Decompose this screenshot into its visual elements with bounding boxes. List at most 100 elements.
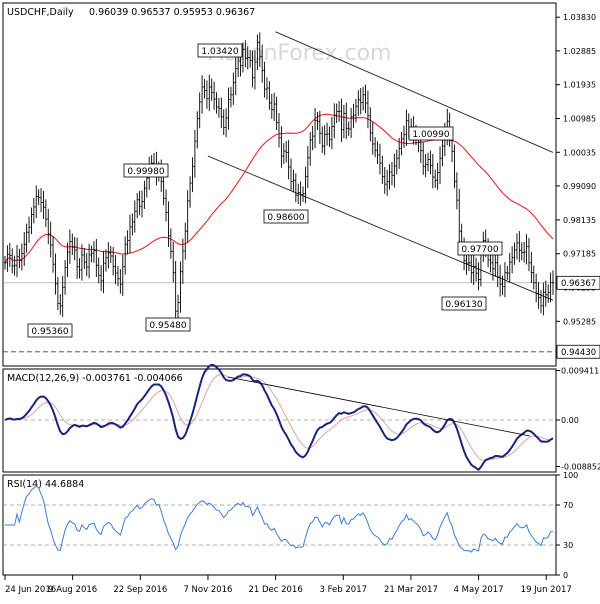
- price-bar: [39, 188, 43, 213]
- price-bar: [359, 88, 362, 115]
- x-tick-label: 4 May 2017: [454, 585, 504, 595]
- price-bar: [23, 231, 26, 266]
- rsi-y-tick-label: 30: [563, 541, 573, 550]
- price-bar: [544, 280, 547, 307]
- price-bar: [32, 197, 36, 224]
- annotation-text: 0.95480: [149, 321, 186, 331]
- price-bar: [330, 116, 334, 150]
- price-bar: [393, 153, 396, 188]
- price-bar: [503, 262, 507, 298]
- price-bar: [354, 98, 358, 123]
- price-bar: [234, 56, 237, 96]
- price-bar: [405, 109, 408, 146]
- price-bar: [27, 216, 31, 243]
- price-bar: [287, 140, 290, 180]
- ohlc-values: 0.96039 0.96537 0.95953 0.96367: [89, 7, 255, 18]
- price-bar: [474, 257, 478, 282]
- price-y-tick-label: 0.95285: [563, 317, 596, 326]
- price-bar: [109, 245, 112, 263]
- price-bar: [210, 78, 213, 101]
- price-bar: [390, 161, 394, 186]
- macd-trend-line: [227, 376, 531, 437]
- rsi-y-tick-label: 100: [563, 471, 578, 480]
- price-bar: [49, 221, 52, 258]
- price-bar: [172, 241, 175, 283]
- price-bar: [80, 244, 84, 281]
- annotation-label: 1.03420: [197, 43, 243, 58]
- price-bar: [434, 169, 437, 188]
- price-bar: [184, 222, 187, 260]
- price-panel: ActionForex.com USDCHF,Daily 0.96039 0.9…: [2, 2, 600, 367]
- price-bar: [270, 93, 273, 119]
- annotation-text: 0.99980: [127, 167, 164, 177]
- price-bar: [453, 144, 456, 189]
- price-bar: [71, 233, 74, 256]
- price-bar: [292, 169, 295, 193]
- price-bar: [385, 169, 389, 196]
- price-bar: [369, 107, 372, 142]
- chart-title: USDCHF,Daily: [7, 7, 74, 18]
- price-bar: [275, 96, 278, 130]
- price-bar: [496, 252, 499, 288]
- price-bar: [167, 201, 170, 247]
- macd-panel: MACD(12,26,9) -0.003761 -0.004066 0.0094…: [2, 363, 600, 473]
- price-bar: [25, 223, 28, 253]
- price-bar: [537, 282, 540, 309]
- annotation-text: 0.96130: [445, 300, 482, 310]
- price-tags: 0.96367 0.94430: [556, 275, 600, 359]
- price-bar: [164, 189, 168, 222]
- current-price-tag: 0.96367: [556, 275, 600, 290]
- rsi-y-axis: 100 70 30 0: [556, 471, 578, 580]
- annotation-text: 0.98600: [267, 213, 304, 223]
- price-bar: [227, 87, 230, 130]
- price-bar: [498, 264, 502, 297]
- annotation-box: [123, 163, 169, 178]
- price-bar: [361, 86, 365, 111]
- price-bar: [323, 125, 326, 156]
- price-bar: [549, 272, 552, 303]
- price-bar: [467, 254, 471, 272]
- price-bar: [241, 42, 245, 73]
- x-tick-label: 7 Nov 2016: [183, 585, 232, 595]
- price-bar: [340, 98, 343, 143]
- price-bar: [200, 75, 204, 114]
- annotation-box: [197, 43, 243, 58]
- price-bar: [364, 84, 367, 114]
- price-bar: [20, 243, 24, 271]
- price-bar: [99, 265, 103, 292]
- price-bar: [162, 174, 165, 206]
- price-bar: [90, 245, 93, 263]
- price-bar: [205, 80, 209, 109]
- price-bar: [491, 251, 495, 281]
- price-bar: [272, 92, 276, 121]
- price-bar: [333, 103, 336, 139]
- price-bar: [539, 290, 543, 314]
- price-bar: [525, 234, 528, 265]
- price-bar: [95, 238, 98, 278]
- price-bar: [400, 132, 403, 156]
- price-bar: [335, 103, 338, 124]
- annotation-text: 0.97700: [461, 245, 498, 255]
- price-bar: [345, 102, 348, 139]
- price-bar: [551, 270, 555, 296]
- rsi-y-tick-label: 0: [563, 571, 568, 580]
- price-bar: [436, 162, 439, 190]
- price-bar: [13, 255, 16, 276]
- price-bar: [35, 185, 38, 219]
- price-y-tick-label: 0.97185: [563, 250, 596, 259]
- price-bar: [263, 61, 266, 98]
- price-bar: [297, 183, 300, 205]
- annotation-box: [457, 241, 503, 256]
- price-bar: [44, 199, 48, 227]
- price-bar: [198, 92, 201, 129]
- price-bar: [3, 255, 7, 270]
- price-bar: [378, 143, 382, 175]
- x-tick-label: 22 Sep 2016: [113, 585, 167, 595]
- price-bar: [73, 236, 76, 261]
- price-bar: [441, 138, 444, 167]
- macd-y-tick-label: 0.009411: [561, 367, 599, 376]
- price-bar: [188, 176, 192, 208]
- price-bar: [68, 229, 72, 264]
- price-bar: [169, 228, 173, 259]
